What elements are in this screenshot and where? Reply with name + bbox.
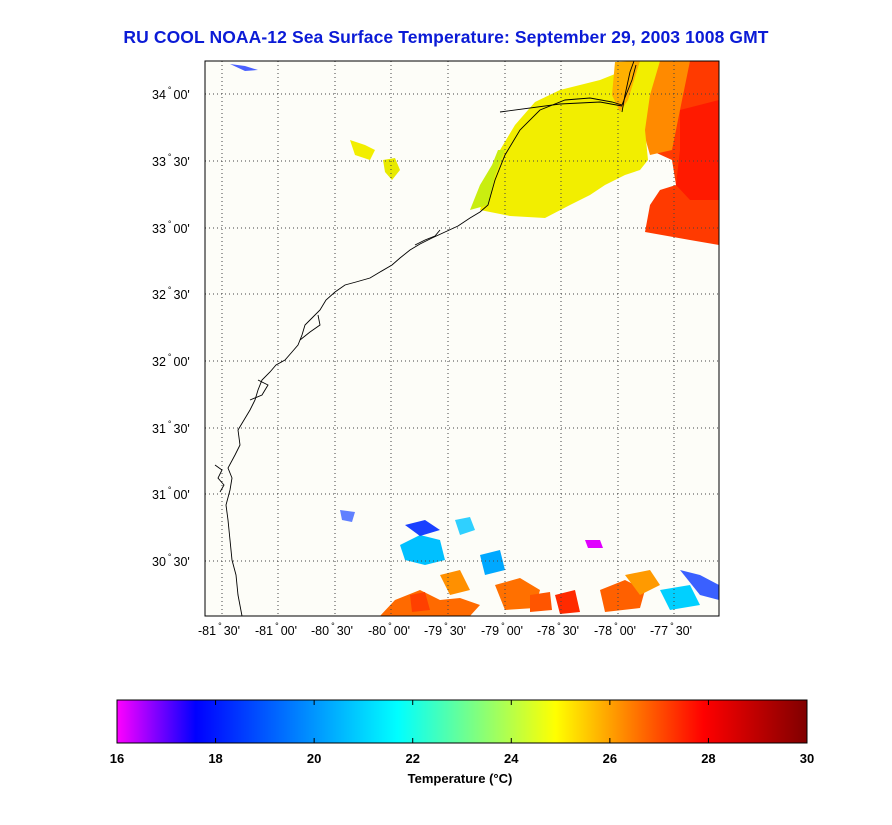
lat-label: 31 ° 30' — [152, 419, 190, 436]
lon-label: -77 ° 30' — [650, 621, 692, 638]
lat-label: 32 ° 30' — [152, 285, 190, 302]
cloud-gap — [596, 178, 640, 222]
coastline — [214, 61, 637, 616]
latitude-labels: 34 ° 00' 33 ° 30' 33 ° 00' 32 ° 30' 32 ° 00' 31 ° 30… — [152, 85, 190, 569]
colorbar-tick-label: 16 — [110, 751, 124, 766]
colorbar-tick-label: 28 — [701, 751, 715, 766]
lat-label: 33 ° 00' — [152, 219, 190, 236]
longitude-labels: -81 ° 30' -81 ° 00' -80 ° 30' -80 ° 00' -79 ° 30' … — [198, 621, 692, 638]
sst-south-patch — [495, 578, 540, 610]
lat-label: 33 ° 30' — [152, 152, 190, 169]
sst-south-patch — [455, 517, 475, 535]
map-frame — [204, 60, 720, 617]
lat-label: 31 ° 00' — [152, 485, 190, 502]
colorbar-label: Temperature (°C) — [408, 771, 513, 786]
chart-title: RU COOL NOAA-12 Sea Surface Temperature:… — [123, 27, 769, 47]
colorbar-tick-label: 24 — [504, 751, 519, 766]
sst-patch — [350, 140, 375, 160]
sst-yellow-green-edge — [470, 150, 505, 210]
lat-label: 30 ° 30' — [152, 552, 190, 569]
lon-label: -79 ° 00' — [481, 621, 523, 638]
lon-label: -80 ° 30' — [311, 621, 353, 638]
sst-south-patch — [405, 520, 440, 536]
colorbar-tick-label: 26 — [603, 751, 617, 766]
lat-label: 32 ° 00' — [152, 352, 190, 369]
sst-south-patch — [410, 592, 430, 612]
colorbar-tick-label: 30 — [800, 751, 814, 766]
sst-south-patch — [440, 570, 470, 595]
lat-label: 34 ° 00' — [152, 85, 190, 102]
sst-south-patch — [680, 570, 719, 600]
sst-patch — [230, 64, 258, 71]
lon-label: -81 ° 30' — [198, 621, 240, 638]
colorbar-tick-label: 22 — [405, 751, 419, 766]
sst-red-patch — [676, 100, 719, 200]
sst-south-patch — [600, 580, 645, 612]
colorbar-ticks: 16 18 20 22 24 26 28 30 — [110, 700, 814, 766]
sst-south-patch — [340, 510, 355, 522]
sst-south-patch — [530, 592, 552, 612]
lon-label: -78 ° 30' — [537, 621, 579, 638]
sst-south-patch — [660, 585, 700, 610]
colorbar — [116, 699, 808, 744]
grid-lines — [205, 61, 719, 616]
colorbar-tick-label: 20 — [307, 751, 321, 766]
lon-label: -80 ° 00' — [368, 621, 410, 638]
sst-south-patch — [555, 590, 580, 614]
colorbar-tick-label: 18 — [208, 751, 222, 766]
sst-south-patch — [400, 535, 445, 565]
sst-nearshore-orange — [612, 61, 640, 112]
lon-label: -79 ° 30' — [424, 621, 466, 638]
lon-label: -78 ° 00' — [594, 621, 636, 638]
sst-south-patch — [625, 570, 660, 595]
sst-south-patch — [585, 540, 603, 548]
sst-south-patch — [480, 550, 505, 575]
lon-label: -81 ° 00' — [255, 621, 297, 638]
sst-data-layer — [230, 61, 719, 616]
sst-south-patch — [380, 590, 480, 616]
